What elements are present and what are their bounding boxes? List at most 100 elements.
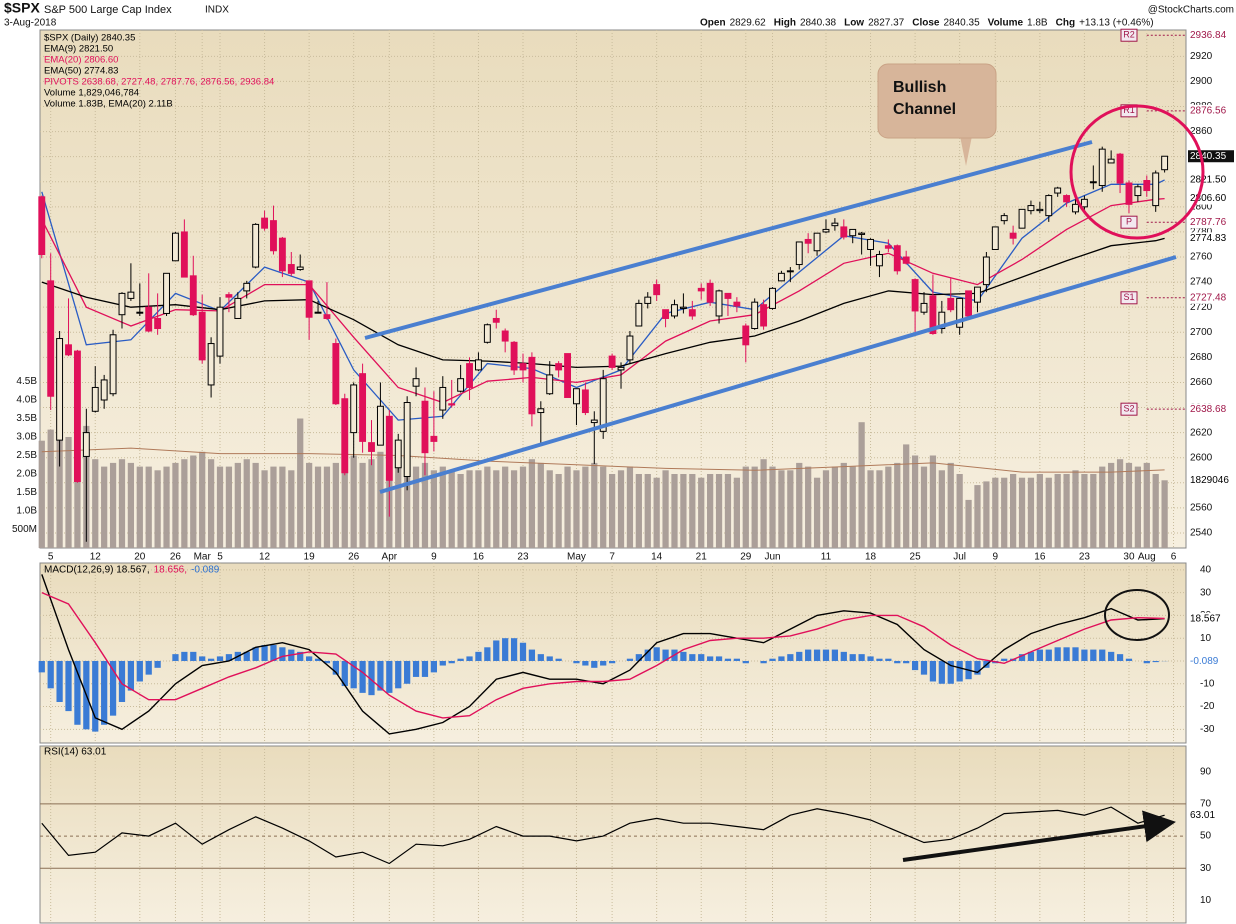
candle-body [974, 286, 981, 303]
histogram-bar [849, 654, 856, 661]
rsi-panel [39, 745, 1187, 924]
volume-bar [279, 466, 286, 548]
x-tick-label: 14 [651, 552, 663, 563]
histogram-bar [733, 658, 740, 661]
candle-body [1027, 205, 1035, 212]
volume-bar [109, 462, 117, 548]
volume-bar [502, 466, 509, 548]
candle-body [1063, 195, 1071, 203]
histogram-bar [314, 658, 322, 661]
x-tick-label: 23 [517, 552, 529, 563]
histogram-bar [279, 647, 286, 661]
histogram-bar [724, 658, 732, 661]
x-tick-label: Aug [1138, 552, 1156, 563]
volume-bar [983, 481, 990, 548]
x-tick-label: 26 [170, 552, 182, 563]
macd-panel [39, 562, 1187, 744]
histogram-bar [493, 640, 500, 661]
histogram-bar [421, 660, 429, 677]
x-tick-label: 19 [304, 552, 316, 563]
volume-tick-label: 2.0B [16, 469, 37, 480]
candle-body [100, 379, 108, 401]
histogram-bar [1081, 649, 1088, 661]
volume-bar [421, 462, 429, 548]
pivot-tag-box [1188, 29, 1234, 42]
candle-body [679, 306, 687, 309]
volume-tick-label: 4.5B [16, 376, 37, 387]
histogram-bar [1143, 660, 1150, 664]
candle-body [1018, 208, 1026, 229]
candle-body [590, 419, 598, 424]
candle-body [671, 304, 678, 317]
candle-body [368, 442, 375, 452]
stat-value: 2840.35 [943, 18, 980, 29]
histogram-bar [181, 651, 188, 661]
volume-bar [510, 470, 518, 548]
histogram-bar [974, 660, 981, 675]
histogram-bar [894, 660, 901, 664]
candle-body [581, 389, 589, 414]
y-tick-label: 90 [1200, 766, 1212, 777]
macd-tag: 18.567 [1188, 612, 1234, 625]
candle-body [1054, 187, 1062, 194]
histogram-bar [1099, 649, 1106, 661]
volume-bar [65, 437, 72, 548]
histogram-bar [412, 660, 420, 677]
candle-body [777, 272, 785, 282]
volume-bar [475, 470, 482, 548]
x-tick-label: 26 [348, 552, 360, 563]
candle-body [947, 297, 955, 311]
volume-bar [662, 470, 669, 548]
volume-bar [831, 466, 839, 548]
y-tick-label: 10 [1200, 895, 1212, 906]
candle-body [876, 254, 883, 267]
candle-body [287, 264, 295, 274]
volume-bar [1054, 474, 1061, 548]
histogram-bar [938, 660, 945, 684]
volume-bar [537, 462, 544, 548]
candle-body [893, 245, 901, 272]
volume-bar [671, 474, 678, 548]
volume-bar [1063, 474, 1070, 548]
y-tick-label: 30 [1200, 587, 1212, 598]
candle-body [804, 238, 812, 244]
volume-tick-label: 4.0B [16, 395, 37, 406]
histogram-bar [591, 660, 598, 668]
volume-bar [1001, 477, 1008, 548]
histogram-bar [698, 654, 705, 661]
candle-body [448, 403, 456, 406]
histogram-bar [457, 658, 464, 661]
candle-body [1000, 215, 1008, 222]
histogram-bar [715, 656, 723, 661]
candle-body [849, 228, 857, 237]
volume-bar [252, 462, 259, 548]
y-tick-label: 2660 [1190, 377, 1213, 388]
candle-body [47, 280, 55, 397]
y-tick-label: 70 [1200, 799, 1212, 810]
pivot-name: R2 [1123, 30, 1135, 40]
candle-body [1152, 172, 1160, 207]
volume-bar [412, 466, 420, 548]
candle-body [180, 231, 188, 278]
y-tick-label: -10 [1200, 678, 1215, 689]
volume-bar [965, 499, 972, 548]
histogram-bar [297, 651, 304, 661]
subtitle: S&P 500 Large Cap Index [44, 4, 172, 16]
candle-body [564, 353, 571, 398]
volume-bar [1036, 474, 1043, 548]
volume-bar [1161, 480, 1168, 548]
histogram-bar [573, 660, 580, 664]
volume-tag: 1829046 [1188, 474, 1234, 487]
candle-body [1036, 208, 1044, 212]
candle-body [118, 292, 126, 316]
volume-bar [1152, 474, 1159, 548]
candle-body [510, 341, 518, 371]
pivot-name: P [1126, 217, 1132, 227]
histogram-bar [689, 654, 696, 661]
legend-entry: RSI(14) 63.01 [44, 747, 107, 758]
histogram-bar [796, 651, 803, 661]
stat-label: Volume [988, 18, 1024, 29]
x-tick-label: May [567, 552, 586, 563]
ema-tag: 2821.50 [1188, 173, 1234, 186]
candle-body [483, 324, 491, 343]
